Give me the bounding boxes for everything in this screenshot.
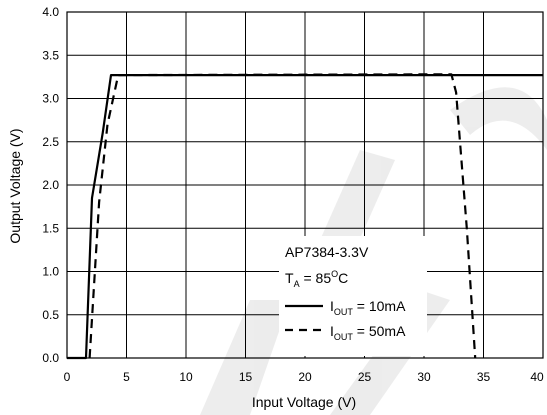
plot-frame (66, 11, 544, 359)
y-tick-label: 0.0 (42, 351, 59, 365)
x-axis-title: Input Voltage (V) (252, 394, 356, 410)
legend-entry-50ma: IOUT = 50mA (330, 323, 406, 342)
x-tick-label: 30 (417, 370, 431, 384)
x-tick-label: 25 (358, 370, 372, 384)
x-tick-label: 5 (123, 370, 130, 384)
y-tick-label: 0.5 (42, 308, 59, 322)
series-line-50ma (88, 73, 477, 359)
y-tick-label: 3.5 (42, 48, 59, 62)
legend-device-label: AP7384-3.3V (285, 244, 369, 260)
y-axis-title: Output Voltage (V) (7, 128, 23, 243)
y-tick-label: 1.5 (42, 221, 59, 235)
x-tick-label: 15 (239, 370, 253, 384)
legend-condition-label: TA = 85OC (285, 269, 348, 289)
legend-entry-10ma: IOUT = 10mA (330, 298, 406, 317)
x-tick-label: 35 (477, 370, 491, 384)
y-tick-label: 2.5 (42, 135, 59, 149)
x-tick-label: 10 (179, 370, 193, 384)
x-tick-label: 40 (530, 370, 544, 384)
y-tick-label: 1.0 (42, 265, 59, 279)
legend: AP7384-3.3V TA = 85OC IOUT = 10mA IOUT =… (279, 236, 427, 356)
legend-background (279, 236, 427, 356)
x-tick-label: 20 (298, 370, 312, 384)
y-tick-label: 2.0 (42, 178, 59, 192)
y-tick-label: 3.0 (42, 92, 59, 106)
tick-labels: 0 5 10 15 20 25 30 35 40 0.0 0.5 1.0 1.5 2.0 2.5 3.0 3.5… (42, 5, 544, 384)
y-tick-label: 4.0 (42, 5, 59, 19)
x-tick-label: 0 (64, 370, 71, 384)
